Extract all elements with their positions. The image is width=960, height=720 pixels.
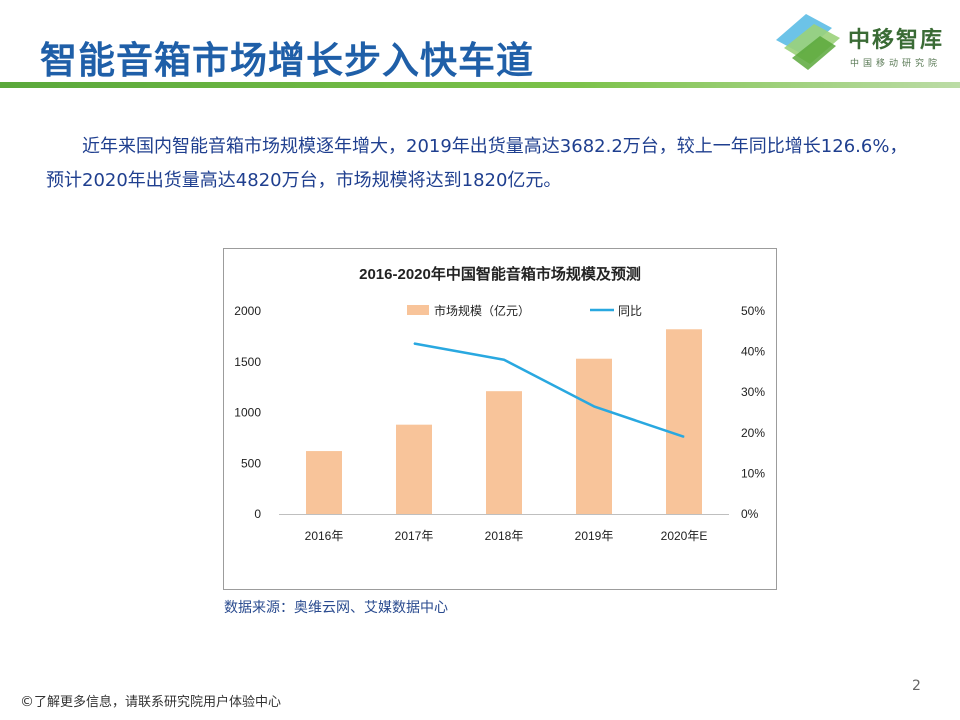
bar (666, 329, 702, 514)
x-tick-label: 2019年 (575, 529, 614, 543)
y-left-tick-label: 2000 (234, 304, 261, 318)
page-number: 2 (912, 678, 921, 694)
line-point (593, 405, 595, 407)
y-right-tick-label: 10% (741, 466, 765, 480)
y-right-tick-label: 0% (741, 507, 759, 521)
chart-container: 2016-2020年中国智能音箱市场规模及预测市场规模（亿元） 同比 0 500 100… (223, 248, 777, 590)
footer: ©了解更多信息，请联系研究院用户体验中心 (20, 691, 281, 710)
y-right-tick-label: 40% (741, 345, 765, 359)
x-tick-label: 2020年E (661, 529, 708, 543)
y-left-tick-label: 1500 (234, 355, 261, 369)
bar (576, 358, 612, 514)
intro-paragraph: 近年来国内智能音箱市场规模逐年增大，2019年出货量高达3682.2万台，较上一… (46, 136, 908, 191)
legend-bar-label: 市场规模（亿元） (434, 303, 530, 318)
bar (396, 424, 432, 514)
y-right-tick-label: 20% (741, 426, 765, 440)
logo-name: 中移智库 (848, 28, 945, 53)
bar (486, 391, 522, 514)
bar (306, 451, 342, 514)
copyright-icon: © (20, 694, 34, 710)
line-point (413, 342, 415, 344)
x-tick-label: 2017年 (395, 529, 434, 543)
logo-mark-icon (776, 14, 840, 70)
line-series (413, 342, 685, 439)
logo: 中移智库 中国移动研究院 (770, 8, 950, 78)
y-left-tick-label: 1000 (234, 406, 261, 420)
slide-title: 智能音箱市场增长步入快车道 (40, 39, 534, 82)
y-right-tick-label: 50% (741, 304, 765, 318)
y-left-tick-label: 0 (254, 507, 261, 521)
chart-title: 2016-2020年中国智能音箱市场规模及预测 (359, 265, 641, 283)
line-point (683, 436, 685, 438)
footer-text: 了解更多信息，请联系研究院用户体验中心 (34, 695, 282, 710)
y-right-tick-label: 30% (741, 385, 765, 399)
y-left-tick-label: 500 (241, 456, 261, 470)
legend-line-label: 同比 (618, 304, 642, 318)
logo-subtitle: 中国移动研究院 (850, 59, 942, 69)
legend-bar-swatch (407, 305, 429, 315)
x-tick-label: 2018年 (485, 529, 524, 543)
x-tick-label: 2016年 (305, 529, 344, 543)
data-source: 数据来源：奥维云网、艾媒数据中心 (224, 600, 448, 616)
line-point (503, 359, 505, 361)
title-underline (0, 82, 960, 88)
